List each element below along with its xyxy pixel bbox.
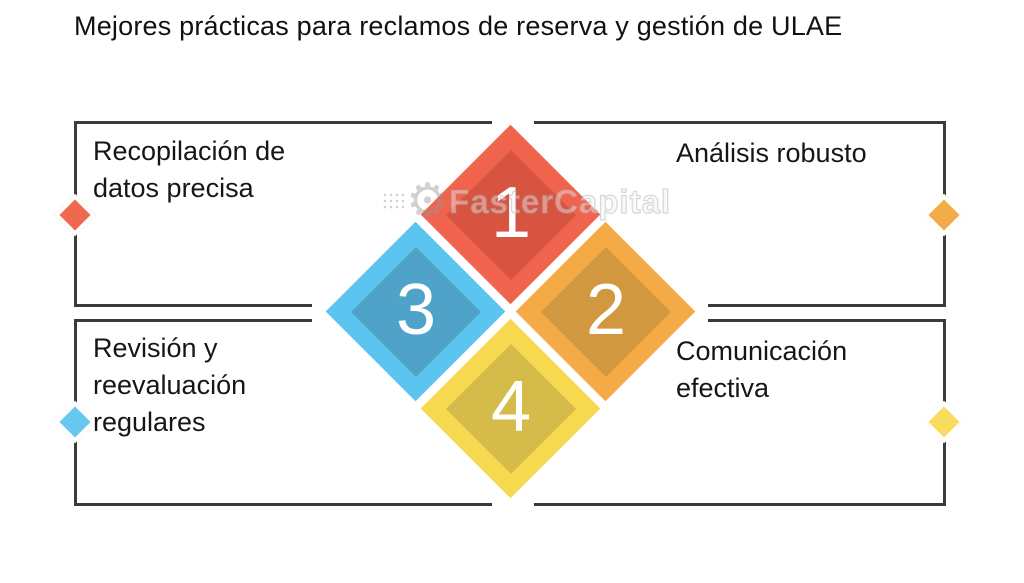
label-bottom-right: Comunicación efectiva <box>676 336 848 403</box>
step-number-3: 3 <box>395 270 437 350</box>
frame-bottom-edge-left-segment <box>74 503 492 506</box>
diamond-marker-bottom-right <box>922 400 966 444</box>
diamond-marker-top-right <box>922 193 966 237</box>
step-number-1: 1 <box>490 173 532 253</box>
frame-upper-bottom-edge-right <box>708 304 946 307</box>
step-diamond-4: 4 <box>420 318 601 499</box>
frame-lower-top-edge-right <box>708 319 946 322</box>
frame-upper-bottom-edge-left <box>74 304 312 307</box>
frame-top-edge-right-segment <box>534 121 946 124</box>
step-number-4: 4 <box>490 367 532 447</box>
frame-lower-top-edge-left <box>74 319 312 322</box>
step-diamond-1: 1 <box>420 124 601 305</box>
label-bottom-left: Revisión y reevaluación regulares <box>93 333 247 437</box>
step-number-2: 2 <box>585 270 627 350</box>
step-diamond-3: 3 <box>325 221 506 402</box>
diamond-marker-top-left <box>53 193 97 237</box>
diamond-marker-bottom-left <box>53 400 97 444</box>
label-top-left: Recopilación de datos precisa <box>93 136 286 203</box>
step-diamond-2: 2 <box>515 221 696 402</box>
label-top-right: Análisis robusto <box>676 138 867 168</box>
watermark-dots-decoration <box>382 192 404 212</box>
frame-top-edge-left-segment <box>74 121 492 124</box>
frame-bottom-edge-right-segment <box>534 503 946 506</box>
page-title: Mejores prácticas para reclamos de reser… <box>74 11 843 41</box>
